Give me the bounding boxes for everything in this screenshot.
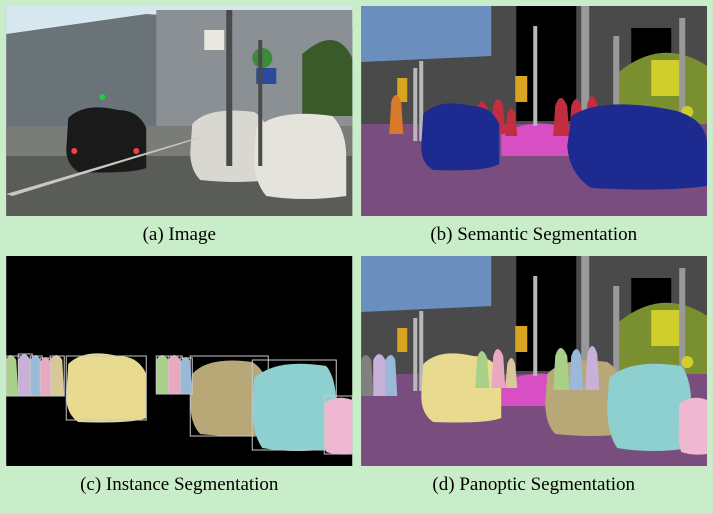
brake-light2 <box>133 148 139 154</box>
pan-inst-car <box>678 398 707 455</box>
tree <box>302 40 352 116</box>
pole-b <box>258 40 262 166</box>
brake-light1 <box>71 148 77 154</box>
pan-sign-dot <box>681 356 693 368</box>
pan-inst-car <box>607 364 691 451</box>
pan-inst-car <box>421 353 501 422</box>
sem-pole6 <box>533 26 537 126</box>
car-white2 <box>254 114 346 199</box>
sem-car-left <box>421 103 499 170</box>
caption-b: (b) Semantic Segmentation <box>361 220 708 252</box>
panel-image <box>6 6 353 216</box>
sem-pole4 <box>413 68 417 141</box>
pan-pole4 <box>413 318 417 391</box>
pan-inst-person <box>373 354 387 396</box>
inst-car <box>66 353 146 422</box>
caption-c: (c) Instance Segmentation <box>6 470 353 502</box>
clock <box>204 30 224 50</box>
inst-car <box>252 364 336 451</box>
panel-semantic-svg <box>361 6 708 216</box>
sem-traffic-light1 <box>515 76 527 102</box>
panel-image-svg <box>6 6 353 216</box>
panel-instance <box>6 256 353 466</box>
caption-a: (a) Image <box>6 220 353 252</box>
pan-traffic-sign <box>651 310 679 346</box>
panel-instance-svg <box>6 256 353 466</box>
pole-a <box>226 10 232 166</box>
inst-person <box>50 355 64 396</box>
panel-panoptic-svg <box>361 256 708 466</box>
pan-traffic-light2 <box>397 328 407 352</box>
panel-semantic <box>361 6 708 216</box>
pan-traffic-light1 <box>515 326 527 352</box>
sem-traffic-sign <box>651 60 679 96</box>
pan-pole6 <box>533 276 537 376</box>
panel-panoptic <box>361 256 708 466</box>
traffic-light-green <box>99 94 105 100</box>
sem-car-right-group <box>567 104 707 189</box>
inst-car <box>324 398 353 455</box>
sign-s <box>252 48 272 68</box>
car-dark <box>66 107 146 172</box>
figure-grid: (a) Image (b) Semantic Segmentation (c) … <box>6 6 707 502</box>
caption-d: (d) Panoptic Segmentation <box>361 470 708 502</box>
